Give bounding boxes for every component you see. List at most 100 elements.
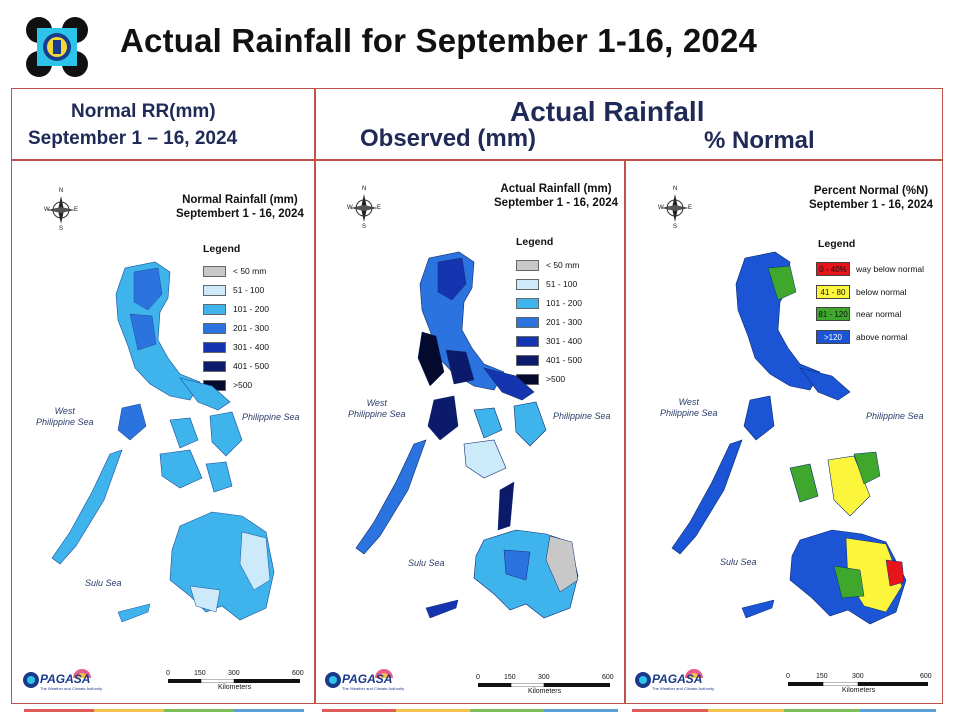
legend-swatch (516, 298, 539, 309)
pagasa-wordmark: PAGASA (342, 672, 393, 686)
percent-normal-map (671, 251, 907, 625)
scale-bar: 0 150 300 600 Kilometers (166, 670, 304, 692)
scale-unit: Kilometers (218, 684, 252, 691)
normal-map-panel (11, 160, 315, 704)
sea-west-line1: West (678, 397, 699, 407)
scale-tick: 600 (292, 670, 304, 677)
normal-rainfall-map (51, 261, 275, 623)
legend-swatch: 41 - 80 (816, 285, 850, 299)
legend-label: near normal (856, 309, 902, 319)
scale-tick: 300 (852, 673, 864, 680)
compass-s: S (673, 224, 678, 230)
scale-tick: 600 (602, 674, 614, 681)
normal-header-line1: Normal RR(mm) (71, 101, 216, 122)
normal-header-line2: September 1 – 16, 2024 (28, 128, 238, 149)
page-title: Actual Rainfall for September 1-16, 2024 (120, 22, 758, 59)
sea-label-sulu: Sulu Sea (408, 558, 445, 568)
pagasa-wordmark: PAGASA (652, 672, 703, 686)
percent-map-title: Percent Normal (%N) September 1 - 16, 20… (809, 184, 933, 212)
scale-tick: 150 (816, 673, 828, 680)
legend-swatch: >120 (816, 330, 850, 344)
observed-header: Observed (mm) (360, 125, 537, 152)
sea-label-sulu: Sulu Sea (85, 578, 122, 588)
pagasa-logo: PAGASA The Weather and Climate Authority (324, 664, 404, 694)
legend-swatch (516, 279, 539, 290)
scale-tick: 0 (786, 673, 790, 680)
observed-map-panel (315, 160, 625, 704)
scale-bar: 0 150 300 600 Kilometers (786, 673, 932, 695)
legend-label: above normal (856, 332, 908, 342)
observed-legend-title: Legend (516, 236, 554, 248)
percent-map-title-line1: Percent Normal (%N) (813, 185, 929, 197)
compass-w: W (347, 205, 353, 211)
legend-label: < 50 mm (233, 266, 267, 276)
legend-label: 101 - 200 (546, 298, 582, 308)
compass-n: N (362, 186, 367, 192)
percent-normal-header: % Normal (704, 127, 815, 154)
legend-label: 51 - 100 (546, 279, 578, 289)
scale-bar: 0 150 300 600 Kilometers (476, 674, 614, 696)
observed-rainfall-map (355, 251, 579, 619)
observed-map-title-line1: Actual Rainfall (mm) (500, 183, 612, 195)
legend-label: below normal (856, 287, 907, 297)
normal-header-frame (11, 88, 315, 160)
color-strip (24, 699, 304, 712)
legend-swatch (203, 285, 226, 296)
actual-header-frame (315, 88, 943, 160)
actual-rainfall-header: Actual Rainfall (510, 96, 705, 127)
legend-swatch (516, 336, 539, 347)
legend-label: >500 (546, 374, 566, 384)
sea-label-west: West Philippine Sea (348, 398, 406, 420)
compass-n: N (673, 186, 678, 192)
legend-swatch (516, 317, 539, 328)
legend-swatch (516, 260, 539, 271)
pagasa-wordmark: PAGASA (40, 672, 91, 686)
pagasa-tagline: The Weather and Climate Authority (652, 686, 715, 691)
scale-unit: Kilometers (528, 688, 562, 695)
sea-west-line2: Philippine Sea (660, 408, 718, 418)
legend-swatch (203, 361, 226, 372)
compass-w: W (44, 207, 50, 213)
compass-e: E (377, 205, 382, 211)
observed-map-title: Actual Rainfall (mm) September 1 - 16, 2… (494, 182, 618, 210)
dost-logo (26, 17, 88, 77)
sea-label-west: West Philippine Sea (36, 406, 94, 428)
compass-rose-icon: N S W E (347, 186, 381, 232)
percent-legend-title: Legend (818, 238, 856, 250)
sea-west-line2: Philippine Sea (348, 409, 406, 419)
compass-n: N (59, 188, 64, 194)
normal-map-title-line2: Septembert 1 - 16, 2024 (176, 208, 304, 220)
sea-west-line1: West (54, 406, 75, 416)
legend-label: 51 - 100 (233, 285, 265, 295)
scale-unit: Kilometers (842, 687, 876, 694)
normal-map-title: Normal Rainfall (mm) Septembert 1 - 16, … (176, 193, 304, 221)
sea-label-east: Philippine Sea (866, 411, 924, 421)
scale-tick: 0 (476, 674, 480, 681)
sea-west-line1: West (366, 398, 387, 408)
compass-s: S (59, 226, 64, 232)
pagasa-logo: PAGASA The Weather and Climate Authority (634, 664, 714, 694)
legend-label: 201 - 300 (233, 323, 269, 333)
scale-tick: 600 (920, 673, 932, 680)
sea-label-east: Philippine Sea (242, 412, 300, 422)
observed-map-title-line2: September 1 - 16, 2024 (494, 197, 619, 209)
legend-label: 301 - 400 (546, 336, 582, 346)
legend-swatch (203, 342, 226, 353)
legend-swatch: 0 - 40% (816, 262, 850, 276)
compass-rose-icon: N S W E (44, 188, 78, 234)
legend-swatch: 81 - 120 (816, 307, 850, 321)
legend-swatch (203, 266, 226, 277)
legend-label: 401 - 500 (233, 361, 269, 371)
legend-label: 101 - 200 (233, 304, 269, 314)
pagasa-tagline: The Weather and Climate Authority (40, 686, 103, 691)
legend-label: 401 - 500 (546, 355, 582, 365)
pagasa-tagline: The Weather and Climate Authority (342, 686, 405, 691)
legend-swatch (516, 355, 539, 366)
scale-tick: 150 (504, 674, 516, 681)
sea-label-east: Philippine Sea (553, 411, 611, 421)
compass-rose-icon: N S W E (658, 186, 692, 232)
legend-swatch (203, 323, 226, 334)
compass-s: S (362, 224, 367, 230)
percent-map-panel (625, 160, 943, 704)
legend-label: way below normal (856, 264, 925, 274)
